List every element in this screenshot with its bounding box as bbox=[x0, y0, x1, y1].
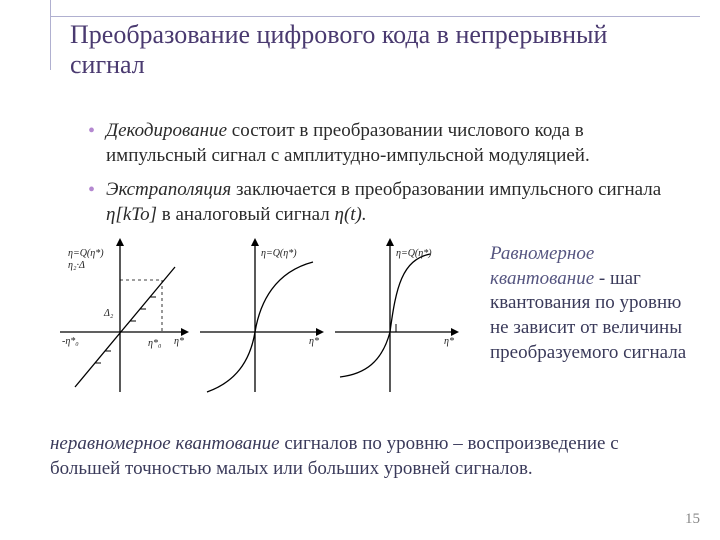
page-number: 15 bbox=[685, 511, 700, 528]
slide-title: Преобразование цифрового кода в непрерыв… bbox=[70, 20, 680, 80]
svg-text:η₂·Δ: η₂·Δ bbox=[68, 260, 85, 271]
bullet-2: Экстраполяция заключается в преобразован… bbox=[88, 178, 680, 227]
vertical-rule bbox=[50, 0, 51, 70]
side-paragraph: Равномерное квантование - шаг квантовани… bbox=[490, 242, 690, 365]
bullet-1-term: Декодирование bbox=[106, 120, 227, 141]
chart-panel-3: η=Q(η*) η* bbox=[335, 238, 459, 392]
chart-panel-1: η=Q(η*) η₂·Δ Δ₂ -η*₀ η*₀ η* bbox=[60, 238, 189, 392]
svg-text:η=Q(η*): η=Q(η*) bbox=[396, 248, 432, 259]
svg-text:-η*₀: -η*₀ bbox=[62, 336, 79, 347]
bottom-paragraph: неравномерное квантование сигналов по ур… bbox=[50, 432, 660, 481]
chart-panel-2: η=Q(η*) η* bbox=[200, 238, 324, 392]
bullet-list: Декодирование состоит в преобразовании ч… bbox=[48, 119, 680, 238]
svg-text:η=Q(η*): η=Q(η*) bbox=[68, 248, 104, 259]
svg-text:η*: η* bbox=[174, 336, 184, 347]
horizontal-rule bbox=[50, 16, 700, 17]
side-term: Равномерное квантование bbox=[490, 243, 594, 289]
bullet-2-term: Экстраполяция bbox=[106, 179, 231, 200]
bullet-2-eta1: η[kTo] bbox=[106, 204, 157, 225]
svg-text:η*: η* bbox=[444, 336, 454, 347]
bullet-2-rest-b: в аналоговый сигнал bbox=[157, 204, 335, 225]
svg-text:η*₀: η*₀ bbox=[148, 338, 162, 349]
bullet-2-eta2: η(t). bbox=[335, 204, 367, 225]
bottom-term: неравномерное квантование bbox=[50, 433, 280, 454]
bullet-2-rest-a: заключается в преобразовании импульсного… bbox=[231, 179, 661, 200]
charts-svg: η=Q(η*) η₂·Δ Δ₂ -η*₀ η*₀ η* η=Q(η*) η* bbox=[40, 232, 460, 412]
svg-text:η=Q(η*): η=Q(η*) bbox=[261, 248, 297, 259]
quantization-charts: η=Q(η*) η₂·Δ Δ₂ -η*₀ η*₀ η* η=Q(η*) η* bbox=[40, 232, 460, 412]
bullet-1: Декодирование состоит в преобразовании ч… bbox=[88, 119, 680, 168]
svg-text:η*: η* bbox=[309, 336, 319, 347]
svg-text:Δ₂: Δ₂ bbox=[103, 308, 114, 319]
